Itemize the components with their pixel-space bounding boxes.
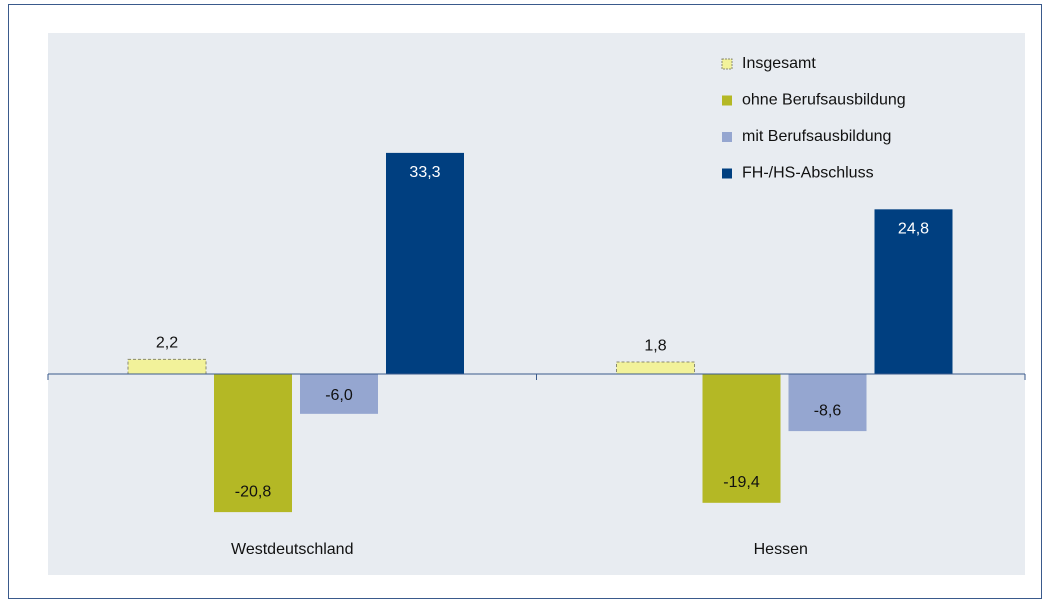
legend-label: mit Berufsausbildung [742,128,891,145]
value-label: -19,4 [723,474,760,491]
plot-area [48,33,1025,575]
bar [702,374,781,503]
value-label: 1,8 [644,337,666,354]
legend-label: FH-/HS-Abschluss [742,165,874,182]
legend-label: Insgesamt [742,55,816,72]
value-label: 24,8 [898,221,929,238]
bar [874,209,953,374]
legend-swatch [722,168,732,179]
bar [127,358,207,375]
value-label: -8,6 [814,402,842,419]
value-label: 33,3 [409,164,440,181]
legend-swatch [722,95,732,106]
bar [616,361,695,375]
legend-swatch [721,58,733,70]
bar [214,374,292,513]
value-label: -20,8 [235,483,272,500]
value-label: 2,2 [156,335,178,352]
bar [300,374,378,414]
legend-label: ohne Berufsausbildung [742,92,906,109]
x-tick-label: Hessen [754,541,808,558]
bar [788,374,867,432]
bar [386,152,464,374]
x-tick-label: Westdeutschland [231,541,353,558]
value-label: -6,0 [325,387,353,404]
legend-swatch [722,132,732,142]
